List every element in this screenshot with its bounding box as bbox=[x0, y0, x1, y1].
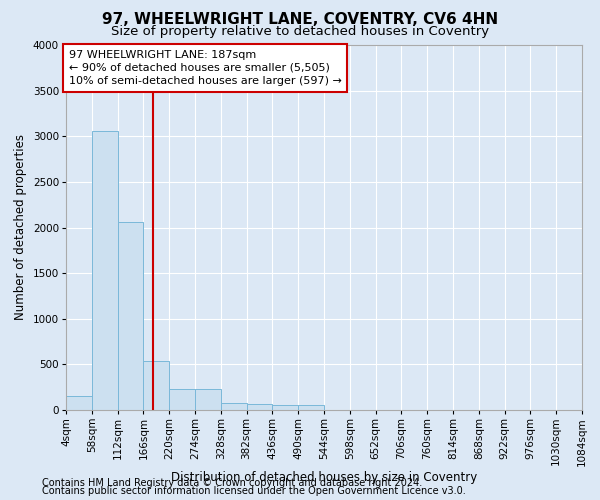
Bar bbox=[272, 405, 298, 410]
Text: Size of property relative to detached houses in Coventry: Size of property relative to detached ho… bbox=[111, 25, 489, 38]
Text: Contains public sector information licensed under the Open Government Licence v3: Contains public sector information licen… bbox=[42, 486, 466, 496]
Bar bbox=[169, 389, 195, 410]
Text: 97, WHEELWRIGHT LANE, COVENTRY, CV6 4HN: 97, WHEELWRIGHT LANE, COVENTRY, CV6 4HN bbox=[102, 12, 498, 28]
Bar bbox=[66, 396, 92, 410]
Bar bbox=[298, 405, 324, 410]
X-axis label: Distribution of detached houses by size in Coventry: Distribution of detached houses by size … bbox=[171, 471, 477, 484]
Text: 97 WHEELWRIGHT LANE: 187sqm
← 90% of detached houses are smaller (5,505)
10% of : 97 WHEELWRIGHT LANE: 187sqm ← 90% of det… bbox=[69, 50, 342, 86]
Bar bbox=[143, 360, 169, 410]
Bar bbox=[221, 402, 247, 410]
Bar bbox=[247, 404, 272, 410]
Text: Contains HM Land Registry data © Crown copyright and database right 2024.: Contains HM Land Registry data © Crown c… bbox=[42, 478, 422, 488]
Y-axis label: Number of detached properties: Number of detached properties bbox=[14, 134, 27, 320]
Bar bbox=[195, 389, 221, 410]
Bar bbox=[118, 222, 143, 410]
Bar bbox=[92, 131, 118, 410]
